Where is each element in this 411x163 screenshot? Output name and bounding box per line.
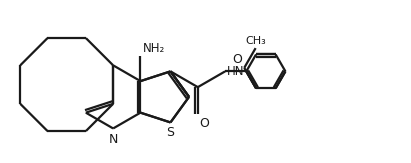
- Text: O: O: [200, 117, 210, 130]
- Text: O: O: [233, 53, 242, 66]
- Text: CH₃: CH₃: [245, 36, 266, 46]
- Text: N: N: [109, 133, 118, 146]
- Text: NH₂: NH₂: [142, 42, 165, 55]
- Text: HN: HN: [227, 65, 245, 78]
- Text: S: S: [166, 126, 175, 139]
